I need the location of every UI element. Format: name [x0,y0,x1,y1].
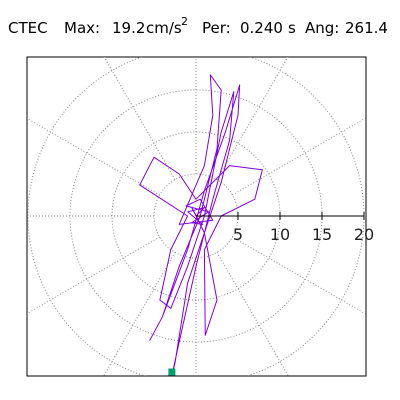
r-tick-label: 20 [354,225,374,244]
spoke [27,117,160,196]
max-unit-exp: 2 [181,15,188,28]
spoke [232,117,366,196]
spoke [232,236,366,315]
r-tick-label: 15 [312,225,332,244]
max-unit: cm/s [146,19,182,37]
spoke [103,252,176,376]
angle-label: Ang: [305,19,339,37]
period-label: Per: [202,19,231,37]
period-unit: s [288,19,296,37]
period-value: 0.240 [240,19,283,37]
spoke [27,236,160,315]
peak-marker [168,368,176,376]
spoke [216,252,289,376]
r-tick-label: 5 [233,225,243,244]
max-label: Max: [64,19,100,37]
spoke [216,57,289,180]
polar-grid [27,57,366,376]
max-value: 19.2 [112,19,145,37]
r-tick-label: 10 [270,225,290,244]
angle-value: 261.4 [345,19,388,37]
station: CTEC [8,19,48,37]
spoke [103,57,176,180]
motion-path [139,74,263,376]
plot-area: 5 10 15 20 [139,74,374,376]
